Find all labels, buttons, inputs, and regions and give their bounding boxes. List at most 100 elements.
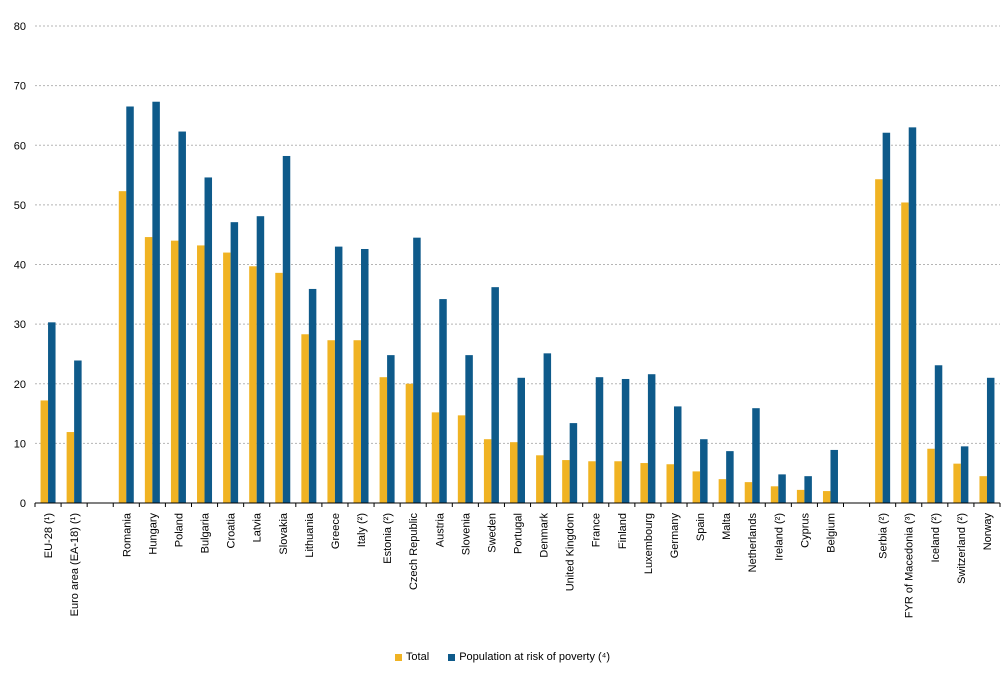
bar-poverty-0 — [48, 322, 56, 503]
x-axis-labels: EU-28 (¹) Euro area (EA-18) (¹) Romania Hun… — [43, 512, 994, 618]
x-tick-label: Sweden — [486, 513, 498, 553]
bar-poverty-14 — [439, 299, 447, 503]
bar-poverty-3 — [152, 101, 160, 503]
x-tick-label: Cyprus — [799, 513, 811, 548]
x-tick-label: Slovakia — [278, 512, 290, 554]
x-tick-label: FYR of Macedonia (³) — [904, 513, 916, 618]
bar-total-17 — [510, 442, 518, 503]
x-tick-label: Netherlands — [747, 513, 759, 573]
bar-poverty-2 — [126, 106, 134, 504]
bar-total-11 — [353, 340, 362, 503]
bar-total-2 — [118, 191, 127, 503]
bar-poverty-34 — [986, 377, 995, 503]
x-tick-label: Italy (²) — [356, 513, 368, 547]
bar-total-32 — [927, 448, 935, 503]
bar-poverty-15 — [465, 355, 473, 503]
y-tick-label-10: 10 — [14, 438, 26, 450]
x-tick-label: Lithuania — [304, 512, 316, 558]
bar-poverty-10 — [334, 246, 343, 504]
y-tick-label-40: 40 — [14, 260, 26, 272]
bar-total-19 — [562, 460, 570, 503]
x-tick-label: Latvia — [252, 512, 264, 542]
bar-poverty-4 — [178, 131, 186, 503]
x-tick-label: Spain — [695, 513, 707, 541]
bar-total-27 — [770, 486, 779, 503]
bar-poverty-33 — [960, 446, 969, 503]
x-tick-label: Croatia — [226, 512, 238, 548]
x-tick-label: Slovenia — [460, 512, 472, 555]
x-tick-label: Hungary — [147, 513, 159, 555]
bar-total-21 — [614, 461, 622, 503]
legend-swatch-total — [394, 653, 402, 661]
bar-total-3 — [144, 237, 153, 503]
bar-total-15 — [457, 415, 466, 503]
bar-poverty-1 — [74, 360, 82, 503]
bar-poverty-20 — [595, 377, 604, 503]
x-tick-label: Ireland (²) — [773, 513, 785, 561]
bar-poverty-12 — [387, 355, 395, 503]
x-tick-label: Iceland (²) — [930, 513, 942, 563]
x-tick-label: Germany — [669, 513, 681, 559]
bar-total-22 — [640, 463, 648, 503]
x-tick-label: Romania — [121, 512, 133, 557]
x-tick-label: Finland — [617, 513, 629, 549]
bar-total-29 — [822, 491, 831, 503]
y-tick-label-50: 50 — [14, 200, 26, 212]
bar-total-34 — [979, 476, 987, 503]
bar-total-6 — [223, 252, 231, 503]
bar-poverty-18 — [543, 353, 552, 503]
bar-poverty-25 — [726, 451, 734, 503]
bar-total-8 — [275, 272, 283, 503]
bar-poverty-32 — [934, 365, 943, 503]
bar-poverty-22 — [647, 374, 656, 503]
legend: Total Population at risk of poverty (⁴) — [0, 651, 1005, 664]
legend-item-poverty: Population at risk of poverty (⁴) — [448, 651, 610, 663]
bar-total-33 — [953, 463, 961, 503]
bar-total-14 — [431, 412, 440, 503]
x-axis — [34, 502, 1001, 507]
bar-total-9 — [301, 334, 309, 503]
legend-swatch-poverty — [448, 653, 456, 661]
bar-total-12 — [379, 377, 388, 503]
x-tick-label: United Kingdom — [565, 513, 577, 591]
bar-poverty-24 — [700, 439, 708, 503]
bar-poverty-26 — [752, 408, 760, 503]
bar-poverty-13 — [413, 237, 421, 503]
legend-label-poverty: Population at risk of poverty (⁴) — [459, 651, 611, 663]
bar-poverty-11 — [361, 248, 369, 503]
x-tick-label: Czech Republic — [408, 513, 420, 591]
x-tick-label: Norway — [982, 513, 994, 551]
legend-item-total: Total — [394, 651, 430, 663]
gridlines — [35, 25, 1000, 444]
y-tick-label-0: 0 — [20, 498, 26, 510]
bar-total-16 — [483, 439, 492, 503]
y-tick-label-60: 60 — [14, 140, 26, 152]
y-axis-ticks: 0 10 20 30 40 50 60 70 80 — [14, 21, 26, 510]
legend-label-total: Total — [405, 651, 430, 663]
bar-poverty-6 — [230, 222, 239, 503]
bar-total-5 — [197, 245, 205, 504]
x-tick-label: Belgium — [825, 513, 837, 553]
bar-total-18 — [536, 455, 544, 503]
x-tick-label: Estonia (²) — [382, 513, 394, 564]
x-tick-label: Greece — [330, 513, 342, 549]
bar-total-7 — [249, 266, 257, 503]
bar-total-31 — [901, 202, 909, 504]
x-tick-label: Luxembourg — [643, 513, 655, 574]
bar-total-23 — [666, 464, 674, 503]
bar-poverty-19 — [569, 423, 578, 503]
bar-poverty-5 — [204, 177, 213, 503]
bar-poverty-23 — [673, 406, 682, 503]
bar-total-24 — [692, 471, 701, 503]
y-tick-label-70: 70 — [14, 81, 26, 93]
bar-poverty-17 — [517, 377, 525, 503]
bar-total-4 — [170, 240, 179, 503]
bar-poverty-16 — [491, 287, 499, 503]
y-tick-label-20: 20 — [14, 379, 26, 391]
x-tick-label: Austria — [434, 512, 446, 547]
bar-total-20 — [588, 461, 596, 503]
x-tick-label: Euro area (EA-18) (¹) — [69, 513, 81, 616]
bar-total-26 — [744, 482, 753, 503]
